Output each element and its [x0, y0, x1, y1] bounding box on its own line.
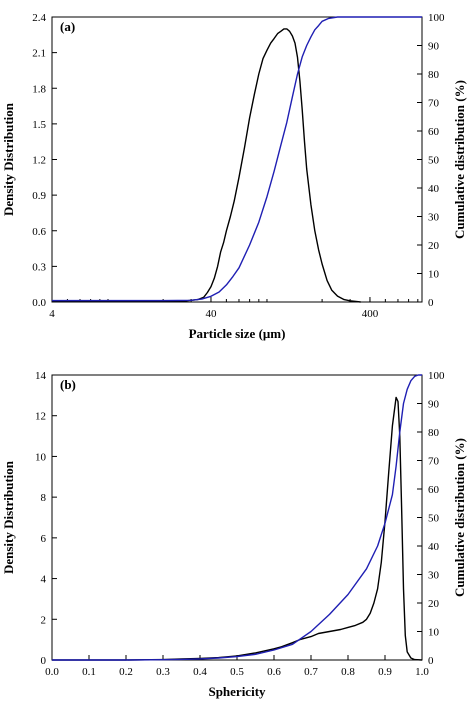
y-tick-label: 4 — [41, 574, 47, 586]
y-axis-right: 0 10 20 30 40 50 60 70 80 90 100 — [417, 370, 445, 667]
cumulative-line — [52, 16, 422, 302]
y2-tick-label: 90 — [428, 41, 440, 53]
y-axis-title: Density Distribution — [1, 460, 16, 574]
y2-tick-label: 40 — [428, 541, 440, 553]
y-tick-label: 10 — [35, 451, 47, 463]
y-tick-label: 0.0 — [32, 297, 46, 309]
x-tick-label: 4 — [49, 308, 55, 320]
y-tick-label: 2 — [41, 614, 47, 626]
y-axis-left: 0.0 0.3 0.6 0.9 1.2 1.5 1.8 2.1 2.4 — [32, 12, 57, 309]
y-axis-title: Density Distribution — [1, 102, 16, 216]
y-tick-label: 6 — [41, 533, 47, 545]
plot-frame — [51, 374, 423, 661]
x-axis: 4 40 400 — [49, 297, 419, 320]
y-tick-label: 0 — [41, 655, 47, 667]
y2-tick-label: 100 — [428, 12, 445, 24]
y2-tick-label: 10 — [428, 269, 440, 281]
y2-tick-label: 0 — [428, 297, 434, 309]
x-tick-label: 1.0 — [415, 666, 429, 678]
y-axis-right: 0 10 20 30 40 50 60 70 80 90 100 — [417, 12, 445, 309]
y2-tick-label: 90 — [428, 399, 440, 411]
y2-tick-label: 50 — [428, 513, 440, 525]
y2-tick-label: 0 — [428, 655, 434, 667]
x-tick-label: 0.2 — [119, 666, 133, 678]
y-tick-label: 1.8 — [32, 83, 46, 95]
y2-tick-label: 20 — [428, 240, 440, 252]
density-line — [52, 396, 423, 661]
density-line — [52, 28, 361, 303]
x-axis: 0.0 0.1 0.2 0.3 0.4 0.5 0.6 0.7 0.8 0.9 1.0 — [45, 655, 429, 678]
y-tick-label: 0.9 — [32, 190, 46, 202]
y-tick-label: 0.6 — [32, 226, 46, 238]
y-tick-label: 8 — [41, 492, 47, 504]
panel-a: 0.0 0.3 0.6 0.9 1.2 1.5 1.8 2.1 2.4 0 10 20 30 40 50 6… — [1, 12, 467, 341]
y-tick-label: 2.4 — [32, 12, 46, 24]
y2-axis-title: Cumulative distribution (%) — [452, 80, 467, 239]
y2-tick-label: 80 — [428, 427, 440, 439]
y2-tick-label: 10 — [428, 627, 440, 639]
x-tick-label: 0.5 — [230, 666, 244, 678]
y2-tick-label: 70 — [428, 98, 440, 110]
series-layer — [52, 16, 422, 303]
x-tick-label: 0.7 — [304, 666, 318, 678]
x-tick-label: 40 — [205, 308, 217, 320]
y-tick-label: 14 — [35, 370, 47, 382]
x-tick-label: 400 — [362, 308, 379, 320]
x-tick-label: 0.1 — [82, 666, 96, 678]
y2-tick-label: 40 — [428, 183, 440, 195]
cumulative-line — [52, 374, 422, 661]
series-layer — [52, 374, 423, 661]
x-tick-label: 0.3 — [156, 666, 170, 678]
y-tick-label: 12 — [35, 411, 46, 423]
y2-tick-label: 30 — [428, 570, 440, 582]
y-tick-label: 1.5 — [32, 119, 46, 131]
y-tick-label: 2.1 — [32, 48, 46, 60]
y2-tick-label: 60 — [428, 484, 440, 496]
y-tick-label: 0.3 — [32, 261, 46, 273]
y-tick-label: 1.2 — [32, 155, 46, 167]
y2-axis-title: Cumulative distribution (%) — [452, 438, 467, 597]
y2-tick-label: 60 — [428, 126, 440, 138]
x-tick-label: 0.0 — [45, 666, 59, 678]
y2-tick-label: 30 — [428, 212, 440, 224]
x-tick-label: 0.9 — [378, 666, 392, 678]
plot-frame — [51, 16, 423, 303]
x-tick-label: 0.6 — [267, 666, 281, 678]
y2-tick-label: 70 — [428, 456, 440, 468]
x-axis-title: Sphericity — [208, 684, 266, 699]
y-axis-left: 0 2 4 6 8 10 12 14 — [35, 370, 57, 667]
x-tick-label: 0.4 — [193, 666, 207, 678]
y2-tick-label: 100 — [428, 370, 445, 382]
panel-label: (a) — [60, 19, 75, 34]
y2-tick-label: 80 — [428, 69, 440, 81]
panel-label: (b) — [60, 377, 76, 392]
y2-tick-label: 50 — [428, 155, 440, 167]
y2-tick-label: 20 — [428, 598, 440, 610]
x-tick-label: 0.8 — [341, 666, 355, 678]
x-axis-title: Particle size (μm) — [189, 326, 286, 341]
